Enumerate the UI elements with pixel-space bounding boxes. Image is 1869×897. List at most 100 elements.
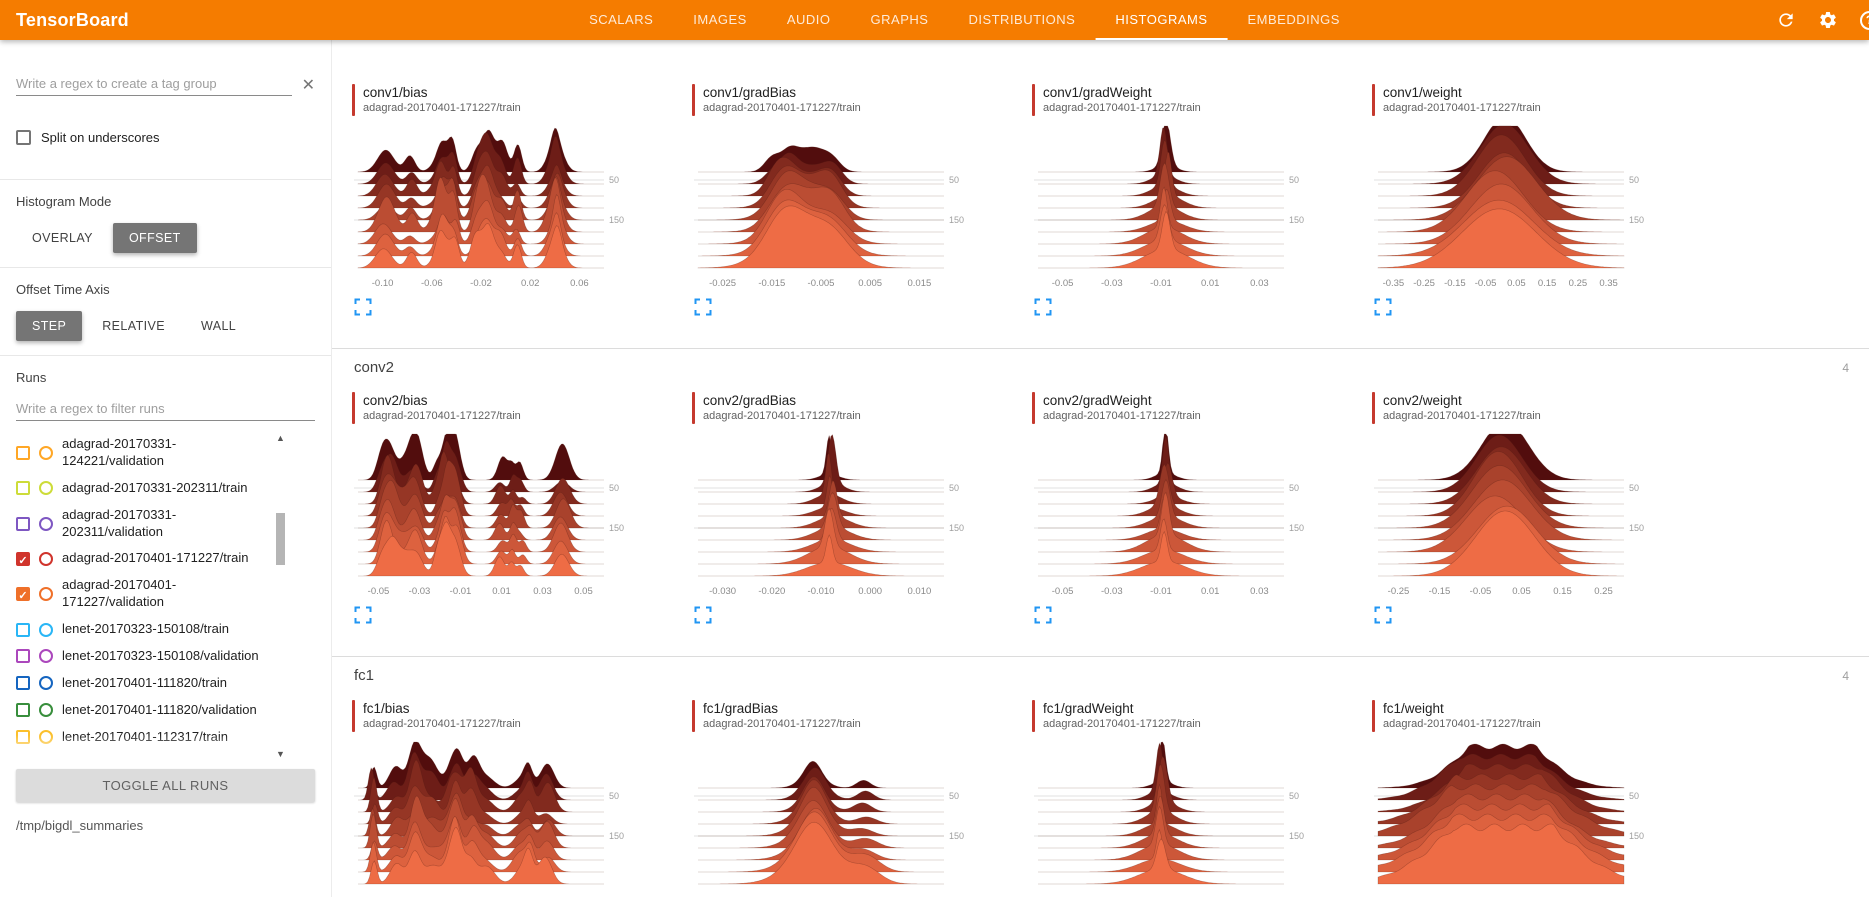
scroll-down-arrow[interactable]: ▼: [276, 749, 285, 759]
run-checkbox[interactable]: [16, 703, 30, 718]
toggle-all-runs-button[interactable]: TOGGLE ALL RUNS: [16, 769, 315, 802]
svg-text:0.06: 0.06: [570, 278, 589, 289]
expand-icon[interactable]: [354, 606, 372, 624]
run-radio[interactable]: [39, 516, 53, 531]
run-item[interactable]: adagrad-20170331-202311/validation: [16, 502, 269, 546]
histogram-chart[interactable]: 50 150 -0.05 -0.03 -0.01 0.01 0.03: [1032, 428, 1332, 600]
run-label: adagrad-20170331-124221/validation: [62, 436, 177, 468]
svg-text:150: 150: [609, 523, 624, 533]
expand-icon[interactable]: [1374, 298, 1392, 316]
histogram-chart[interactable]: 50 150 -0.030 -0.020 -0.010 0.000 0.010: [692, 428, 992, 600]
expand-icon[interactable]: [1034, 298, 1052, 316]
run-item[interactable]: ✓ adagrad-20170401-171227/train: [16, 545, 269, 572]
histogram-chart[interactable]: 50 150 -0.10 -0.06 -0.02 0.02 0.06: [352, 120, 652, 292]
tag-regex-input[interactable]: [16, 72, 292, 96]
scroll-up-arrow[interactable]: ▲: [276, 433, 285, 443]
run-item[interactable]: adagrad-20170331-124221/validation: [16, 431, 269, 475]
histogram-ridges: [1377, 125, 1625, 269]
run-item[interactable]: lenet-20170401-111820/validation: [16, 697, 269, 724]
run-filter-input[interactable]: [16, 397, 315, 421]
histogram-mode-overlay-button[interactable]: OVERLAY: [16, 223, 109, 253]
run-checkbox[interactable]: [16, 622, 30, 637]
tab-audio[interactable]: AUDIO: [786, 11, 831, 27]
run-radio[interactable]: [39, 445, 53, 460]
tag-group: conv1/bias adagrad-20170401-171227/train 5…: [332, 78, 1869, 332]
svg-text:-0.020: -0.020: [758, 586, 785, 597]
svg-text:0.000: 0.000: [858, 586, 882, 597]
tab-distributions[interactable]: DISTRIBUTIONS: [968, 11, 1076, 27]
card-title: fc1/gradWeight: [1043, 701, 1134, 716]
run-item[interactable]: lenet-20170401-111820/train: [16, 670, 269, 697]
x-axis-labels: -0.05 -0.03 -0.01 0.01 0.03: [1052, 586, 1269, 597]
run-list-scrollbar[interactable]: ▲ ▼: [274, 433, 287, 759]
offset-axis-step-button[interactable]: STEP: [16, 311, 83, 341]
histogram-mode-buttons: OVERLAY OFFSET: [16, 223, 315, 253]
histogram-chart[interactable]: 50 150 -0.05 -0.03 -0.01 0.01 0.03: [1032, 120, 1332, 292]
svg-text:50: 50: [609, 483, 619, 493]
tab-scalars[interactable]: SCALARS: [589, 11, 654, 27]
help-icon[interactable]: ?: [1860, 10, 1869, 30]
run-radio[interactable]: [39, 587, 53, 602]
histogram-chart[interactable]: 50 150: [1032, 736, 1332, 897]
run-checkbox[interactable]: ✓: [16, 587, 30, 602]
expand-icon[interactable]: [694, 606, 712, 624]
run-radio[interactable]: [39, 676, 53, 691]
card-run-label: adagrad-20170401-171227/train: [363, 102, 521, 114]
split-underscores-checkbox[interactable]: Split on underscores: [16, 130, 315, 145]
group-header[interactable]: fc1 4: [332, 656, 1869, 694]
histogram-chart[interactable]: 50 150 -0.025 -0.015 -0.005 0.005 0.015: [692, 120, 992, 292]
run-checkbox[interactable]: [16, 481, 30, 496]
run-item[interactable]: adagrad-20170331-202311/train: [16, 475, 269, 502]
refresh-icon[interactable]: [1776, 10, 1796, 30]
tab-graphs[interactable]: GRAPHS: [870, 11, 929, 27]
svg-text:50: 50: [1289, 791, 1299, 801]
svg-text:150: 150: [1629, 831, 1644, 841]
x-axis-labels: -0.030 -0.020 -0.010 0.000 0.010: [709, 586, 931, 597]
run-item[interactable]: lenet-20170401-112317/train: [16, 724, 269, 751]
run-radio[interactable]: [39, 703, 53, 718]
histogram-chart[interactable]: 50 150 -0.35 -0.25 -0.15 -0.05 0.05 0.15 0.25 0.3…: [1372, 120, 1672, 292]
run-radio[interactable]: [39, 481, 53, 496]
svg-text:0.03: 0.03: [1250, 586, 1269, 597]
settings-gear-icon[interactable]: [1818, 10, 1838, 30]
run-checkbox[interactable]: [16, 676, 30, 691]
run-checkbox[interactable]: [16, 516, 30, 531]
run-item[interactable]: lenet-20170323-150108/train: [16, 616, 269, 643]
scrollbar-thumb[interactable]: [276, 513, 285, 565]
expand-icon[interactable]: [354, 298, 372, 316]
expand-icon[interactable]: [1034, 606, 1052, 624]
tab-embeddings[interactable]: EMBEDDINGS: [1247, 11, 1340, 27]
group-header[interactable]: conv2 4: [332, 348, 1869, 386]
run-radio[interactable]: [39, 649, 53, 664]
run-checkbox[interactable]: [16, 649, 30, 664]
offset-axis-wall-button[interactable]: WALL: [185, 311, 252, 341]
card-title: conv1/gradWeight: [1043, 85, 1152, 100]
card-run-label: adagrad-20170401-171227/train: [703, 718, 861, 730]
close-icon[interactable]: ✕: [301, 77, 315, 94]
svg-text:0.02: 0.02: [521, 278, 540, 289]
histogram-chart[interactable]: 50 150 -0.05 -0.03 -0.01 0.01 0.03 0.05: [352, 428, 652, 600]
run-radio[interactable]: [39, 551, 53, 566]
histogram-chart[interactable]: 50 150: [1372, 736, 1672, 897]
tab-images[interactable]: IMAGES: [693, 11, 747, 27]
expand-icon[interactable]: [694, 298, 712, 316]
card-run-label: adagrad-20170401-171227/train: [1043, 718, 1201, 730]
offset-axis-relative-button[interactable]: RELATIVE: [86, 311, 181, 341]
tab-histograms[interactable]: HISTOGRAMS: [1095, 0, 1228, 40]
run-checkbox[interactable]: [16, 445, 30, 460]
run-item[interactable]: lenet-20170323-150108/validation: [16, 643, 269, 670]
expand-icon[interactable]: [1374, 606, 1392, 624]
run-item[interactable]: ✓ adagrad-20170401-171227/validation: [16, 572, 269, 616]
run-radio[interactable]: [39, 622, 53, 637]
histogram-chart[interactable]: 50 150 -0.25 -0.15 -0.05 0.05 0.15 0.25: [1372, 428, 1672, 600]
histogram-mode-label: Histogram Mode: [16, 194, 112, 209]
svg-text:50: 50: [1289, 175, 1299, 185]
run-checkbox[interactable]: ✓: [16, 551, 30, 567]
histogram-mode-offset-button[interactable]: OFFSET: [112, 223, 197, 253]
run-checkbox[interactable]: [16, 730, 30, 745]
histogram-chart[interactable]: 50 150: [352, 736, 652, 897]
run-radio[interactable]: [39, 730, 53, 745]
svg-text:-0.05: -0.05: [1052, 586, 1074, 597]
svg-text:-0.01: -0.01: [1150, 278, 1172, 289]
histogram-chart[interactable]: 50 150: [692, 736, 992, 897]
